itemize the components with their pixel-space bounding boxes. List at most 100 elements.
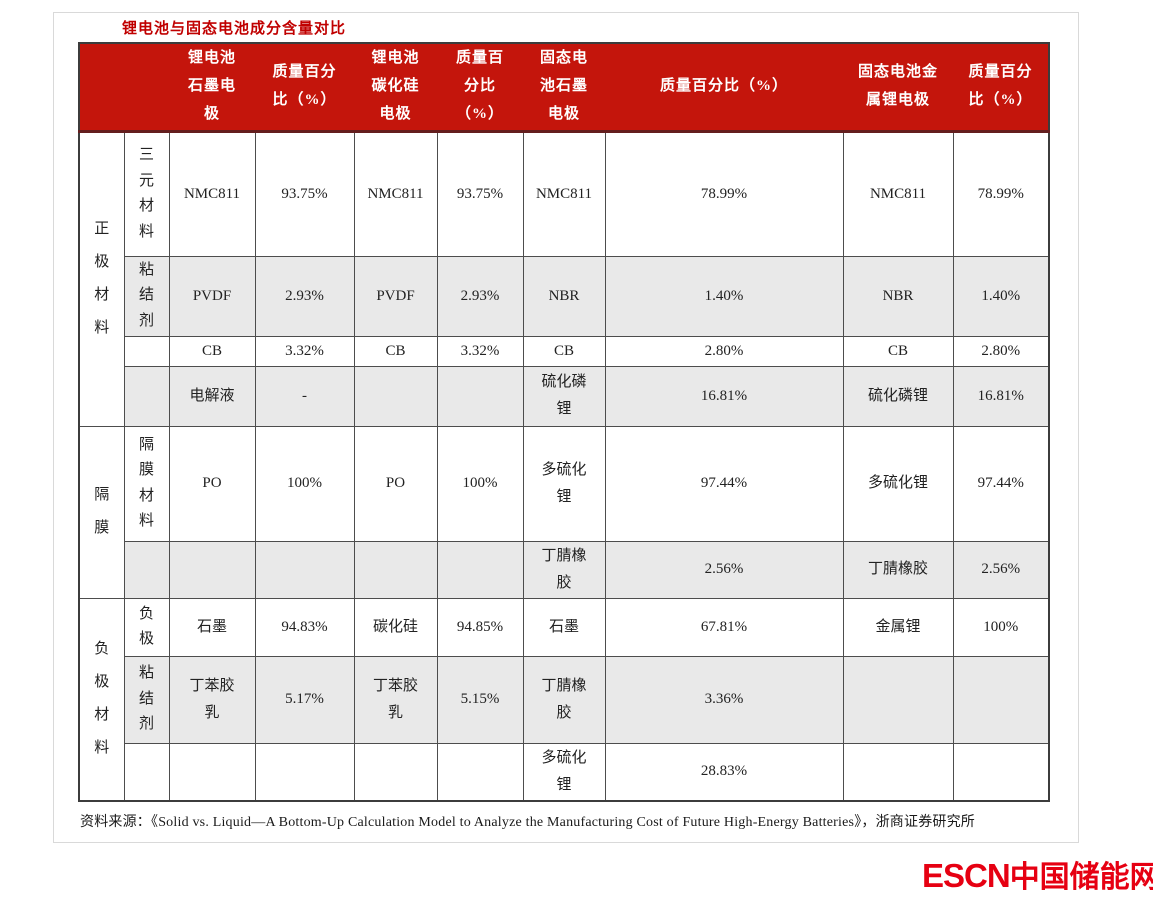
cell: NMC811 [842,130,954,257]
cell: 28.83% [604,742,844,802]
cell: 97.44% [952,425,1050,542]
cell: 1.40% [604,255,844,337]
sub-cell [123,540,170,599]
cell: CB [168,335,256,367]
table-row: 多硫化 锂 28.83% [79,742,1050,802]
cell: 3.32% [436,335,524,367]
cell: 94.85% [436,597,524,657]
cell: 多硫化 锂 [522,425,606,542]
group-cell-anode: 负 极 材 料 [78,597,125,802]
table-header: 锂电池 石墨电 极 质量百分 比（%） 锂电池 碳化硅 电极 质量百 分比 （%… [79,43,1049,131]
cell: PVDF [353,255,438,337]
cell [353,540,438,599]
cell: 3.32% [254,335,355,367]
table-row: 正 极 材 料 三 元 材 料 NMC811 93.75% NMC811 93.… [78,130,1050,427]
table-row: 负 极 材 料 负 极 石墨 94.83% 碳化硅 94.85% 石墨 67.8… [78,597,1050,802]
cell: 2.80% [604,335,844,367]
cell: 67.81% [604,597,844,657]
header-cell-sub [124,43,169,131]
cell: 丁苯胶 乳 [353,655,438,744]
cell: 2.56% [604,540,844,599]
cell: 5.17% [254,655,355,744]
cell [436,742,524,802]
cell: 多硫化 锂 [522,742,606,802]
cell: 97.44% [604,425,844,542]
cell: 5.15% [436,655,524,744]
cell: CB [353,335,438,367]
cell: 3.36% [604,655,844,744]
cell: 丁苯胶 乳 [168,655,256,744]
cell: NMC811 [522,130,606,257]
cell: - [254,365,355,427]
cell: NBR [842,255,954,337]
cell: 100% [952,597,1050,657]
header-cell-group [79,43,124,131]
cell: 100% [436,425,524,542]
sub-cell: 粘 结 剂 [123,255,170,337]
cell [254,742,355,802]
logo-escn-text: ESCN [922,857,1011,894]
cell: NBR [522,255,606,337]
logo-chinese-text: 中国储能网 [1009,860,1153,895]
cell [952,655,1050,744]
cell: 78.99% [952,130,1050,257]
source-note: 资料来源：《Solid vs. Liquid—A Bottom-Up Calcu… [80,815,975,830]
group-cell-cathode: 正 极 材 料 [78,130,125,427]
cell: 16.81% [604,365,844,427]
composition-table: 锂电池 石墨电 极 质量百分 比（%） 锂电池 碳化硅 电极 质量百 分比 （%… [78,42,1050,802]
cell [168,540,256,599]
sub-cell [123,742,170,802]
header-cell-pct-3: 质量百分比（%） [605,43,843,131]
table-row: 隔 膜 隔 膜 材 料 PO 100% PO 100% 多硫化 锂 97.44%… [78,425,1050,599]
header-cell-solid-graphite: 固态电 池石墨 电极 [523,43,605,131]
escn-logo: ESCN中国储能网 [922,852,1153,896]
cell: 2.80% [952,335,1050,367]
cell: CB [842,335,954,367]
sub-cell: 三 元 材 料 [123,130,170,257]
cell [353,742,438,802]
cell [842,655,954,744]
cell: NMC811 [353,130,438,257]
table-row: 粘 结 剂 PVDF 2.93% PVDF 2.93% NBR 1.40% NB… [79,255,1050,337]
table-row: 电解液 - 硫化磷 锂 16.81% 硫化磷锂 16.81% [79,365,1050,427]
cell: 碳化硅 [353,597,438,657]
cell: 硫化磷 锂 [522,365,606,427]
cell [254,540,355,599]
cell [842,742,954,802]
cell: 金属锂 [842,597,954,657]
cell: 2.93% [436,255,524,337]
table-row: CB 3.32% CB 3.32% CB 2.80% CB 2.80% [79,335,1050,367]
header-cell-liion-graphite: 锂电池 石墨电 极 [169,43,255,131]
cell: 78.99% [604,130,844,257]
cell: 石墨 [168,597,256,657]
sub-cell: 负 极 [123,597,170,657]
cell: 93.75% [436,130,524,257]
cell [168,742,256,802]
cell: 丁腈橡胶 [842,540,954,599]
cell: NMC811 [168,130,256,257]
cell [436,365,524,427]
cell: 多硫化锂 [842,425,954,542]
header-cell-liion-sic: 锂电池 碳化硅 电极 [354,43,437,131]
sub-cell: 隔 膜 材 料 [123,425,170,542]
cell: 93.75% [254,130,355,257]
table-row: 粘 结 剂 丁苯胶 乳 5.17% 丁苯胶 乳 5.15% 丁腈橡 胶 3.36… [79,655,1050,744]
cell [952,742,1050,802]
header-cell-pct-1: 质量百分 比（%） [255,43,354,131]
cell [353,365,438,427]
header-cell-pct-4: 质量百分 比（%） [953,43,1049,131]
cell: PVDF [168,255,256,337]
group-cell-separator: 隔 膜 [78,425,125,599]
cell: 硫化磷锂 [842,365,954,427]
cell: PO [353,425,438,542]
sub-cell [123,365,170,427]
cell: PO [168,425,256,542]
cell: 2.93% [254,255,355,337]
cell: 电解液 [168,365,256,427]
cell: 丁腈橡 胶 [522,655,606,744]
figure-title: 锂电池与固态电池成分含量对比 [122,21,347,37]
cell: 2.56% [952,540,1050,599]
table-body: 正 极 材 料 三 元 材 料 NMC811 93.75% NMC811 93.… [78,130,1050,802]
cell: 100% [254,425,355,542]
sub-cell: 粘 结 剂 [123,655,170,744]
